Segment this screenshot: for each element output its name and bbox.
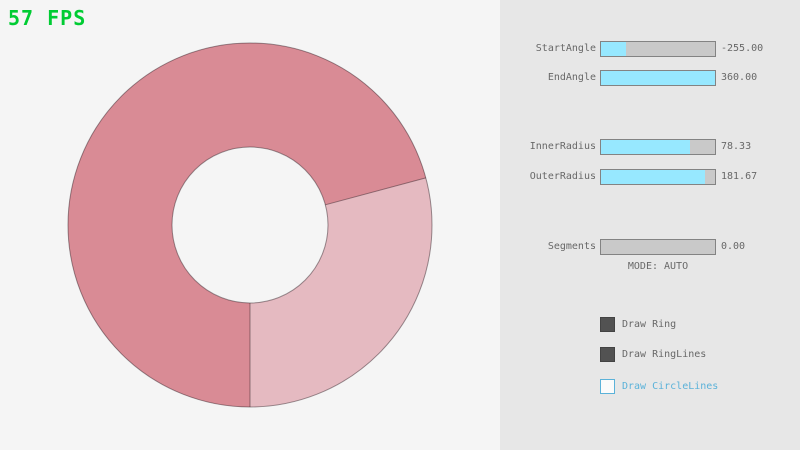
- innerradius-row: InnerRadius 78.33: [500, 139, 800, 155]
- endangle-label: EndAngle: [547, 72, 596, 83]
- endangle-slider[interactable]: [600, 70, 716, 86]
- ring-hole: [172, 147, 328, 303]
- endangle-slider-fill: [601, 71, 715, 85]
- innerradius-label: InnerRadius: [529, 141, 596, 152]
- draw-ring-label: Draw Ring: [622, 319, 677, 330]
- ring-inner-outline: [171, 146, 329, 304]
- startangle-slider[interactable]: [600, 41, 716, 57]
- startangle-value: -255.00: [721, 43, 764, 54]
- ring-overlap-sector: [68, 43, 426, 408]
- fps-counter: 57 FPS: [8, 6, 87, 30]
- ring-outer-outline: [67, 42, 433, 408]
- segments-slider[interactable]: [600, 239, 716, 255]
- innerradius-slider-fill: [601, 140, 690, 154]
- endangle-row: EndAngle 360.00: [500, 70, 800, 86]
- segments-mode-label: MODE: AUTO: [627, 261, 689, 272]
- startangle-slider-fill: [601, 42, 627, 56]
- draw-circlelines-label: Draw CircleLines: [622, 381, 719, 392]
- segments-label: Segments: [547, 241, 596, 252]
- ring-boundary-line: [325, 177, 426, 206]
- segments-value: 0.00: [721, 241, 746, 252]
- draw-ringlines-label: Draw RingLines: [622, 349, 707, 360]
- innerradius-value: 78.33: [721, 141, 752, 152]
- draw-ring-row: Draw Ring: [600, 317, 800, 332]
- segments-row: Segments 0.00: [500, 239, 800, 255]
- draw-circlelines-row: Draw CircleLines: [600, 379, 800, 394]
- draw-ringlines-row: Draw RingLines: [600, 347, 800, 362]
- ring-canvas: [67, 42, 433, 408]
- draw-circlelines-checkbox[interactable]: [600, 379, 615, 394]
- draw-ring-checkbox[interactable]: [600, 317, 615, 332]
- endangle-value: 360.00: [721, 72, 758, 83]
- outerradius-row: OuterRadius 181.67: [500, 169, 800, 185]
- startangle-row: StartAngle -255.00: [500, 41, 800, 57]
- outerradius-label: OuterRadius: [529, 171, 596, 182]
- innerradius-slider[interactable]: [600, 139, 716, 155]
- draw-ringlines-checkbox[interactable]: [600, 347, 615, 362]
- startangle-label: StartAngle: [535, 43, 596, 54]
- outerradius-value: 181.67: [721, 171, 758, 182]
- outerradius-slider[interactable]: [600, 169, 716, 185]
- outerradius-slider-fill: [601, 170, 705, 184]
